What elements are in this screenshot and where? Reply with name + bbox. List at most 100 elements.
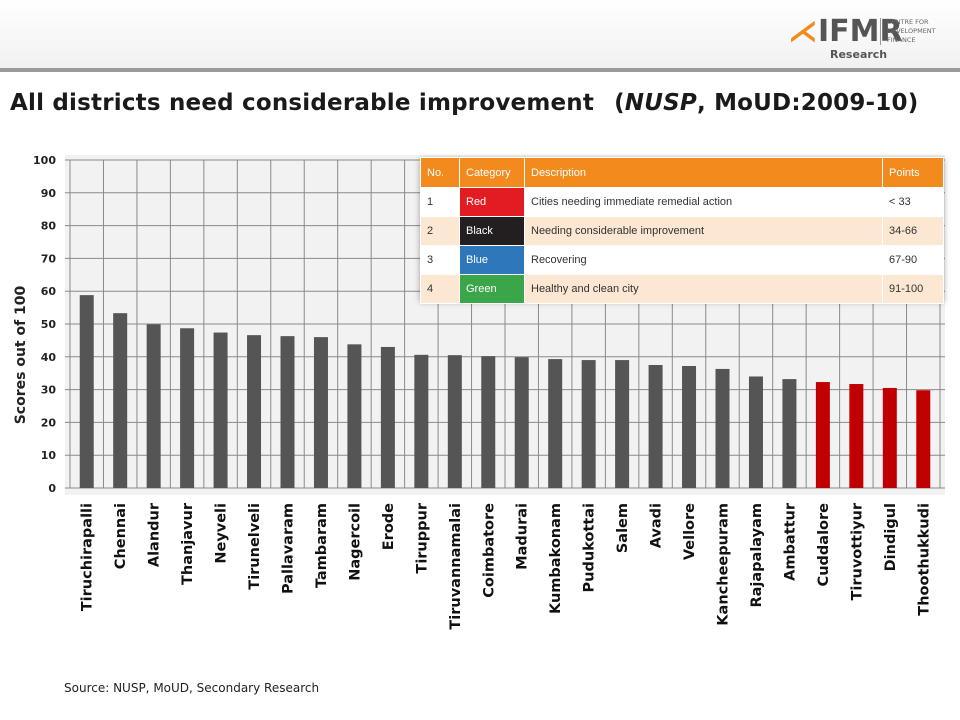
bar-tambaram — [313, 337, 328, 488]
bar-alandur — [146, 324, 161, 488]
x-tick-label: Tiruvottiyur — [849, 502, 865, 600]
y-tick-label: 100 — [33, 154, 56, 167]
bar-vellore — [682, 365, 697, 488]
category-legend-table: No. Category Description Points 1 Red Citi… — [420, 157, 944, 304]
legend-header-category: Category — [459, 157, 525, 188]
bar-erode — [380, 346, 395, 488]
legend-category: Blue — [459, 245, 525, 275]
page-title: All districts need considerable improvem… — [10, 90, 918, 116]
bar-coimbatore — [481, 356, 496, 488]
legend-row: 1 Red Cities needing immediate remedial ac… — [420, 187, 944, 217]
title-nusp: NUSP — [624, 90, 697, 116]
logo-centre-text: CENTRE FOR DEVELOPMENT FINANCE — [880, 18, 948, 45]
x-tick-label: Thanjavur — [180, 502, 196, 585]
x-tick-label: Nagercoil — [347, 503, 363, 581]
x-tick-label: Ambattur — [782, 502, 798, 581]
x-tick-label: Erode — [381, 503, 397, 550]
x-tick-label: Neyveli — [214, 503, 230, 564]
legend-no: 2 — [420, 216, 460, 246]
bar-rajapalayam — [748, 376, 763, 488]
legend-no: 4 — [420, 274, 460, 304]
bar-pallavaram — [280, 336, 295, 488]
source-note: Source: NUSP, MoUD, Secondary Research — [64, 681, 320, 695]
legend-row: 3 Blue Recovering 67-90 — [420, 245, 944, 275]
bar-ambattur — [782, 379, 797, 488]
bar-neyveli — [213, 332, 228, 488]
y-tick-label: 20 — [41, 416, 57, 429]
x-tick-label: Rajapalayam — [749, 503, 765, 608]
legend-category: Red — [459, 187, 525, 217]
bar-tiruchirapalli — [79, 295, 94, 488]
y-tick-label: 30 — [41, 384, 57, 397]
x-tick-label: Tiruvannamalai — [448, 503, 464, 630]
x-tick-label: Dindigul — [883, 503, 899, 571]
header-bar: ⋌IFMR Research CENTRE FOR DEVELOPMENT FI… — [0, 0, 960, 70]
bar-dindigul — [882, 387, 897, 488]
legend-header-description: Description — [524, 157, 883, 188]
bar-madurai — [514, 357, 529, 488]
legend-row: 4 Green Healthy and clean city 91-100 — [420, 274, 944, 304]
bar-thoothukkudi — [916, 390, 931, 488]
legend-description: Cities needing immediate remedial action — [524, 187, 883, 217]
y-tick-label: 80 — [41, 220, 57, 233]
header-divider — [0, 68, 960, 72]
title-paren-open: ( — [614, 90, 625, 116]
bar-cuddalore — [815, 382, 830, 488]
x-tick-label: Alandur — [147, 502, 163, 567]
logo-text: IFMR — [818, 14, 903, 49]
x-tick-label: Coimbatore — [481, 503, 497, 598]
x-axis-labels: Tiruchirapalli Chennai Alandur Thanjavur Ney… — [80, 502, 933, 629]
legend-description: Healthy and clean city — [524, 274, 883, 304]
bar-tiruvannamalai — [447, 355, 462, 488]
bar-tiruppur — [414, 354, 429, 488]
legend-points: 91-100 — [882, 274, 944, 304]
x-tick-label: Thoothukkudi — [916, 503, 932, 616]
x-tick-label: Avadi — [649, 503, 665, 548]
bar-nagercoil — [347, 344, 362, 488]
x-tick-label: Kumbakonam — [548, 503, 564, 614]
bar-tirunelveli — [247, 335, 262, 488]
x-tick-label: Tambaram — [314, 503, 330, 588]
legend-description: Needing considerable improvement — [524, 216, 883, 246]
x-tick-label: Tiruchirapalli — [80, 503, 96, 611]
x-tick-label: Chennai — [113, 503, 129, 569]
legend-row: 2 Black Needing considerable improvement 34… — [420, 216, 944, 246]
y-tick-label: 60 — [41, 285, 57, 298]
bar-chennai — [113, 313, 128, 488]
x-tick-label: Pudukottai — [582, 503, 598, 593]
bar-avadi — [648, 365, 663, 488]
bar-tiruvottiyur — [849, 384, 864, 488]
bar-salem — [615, 360, 630, 488]
x-tick-label: Kancheepuram — [716, 503, 732, 626]
x-tick-label: Madurai — [515, 503, 531, 570]
y-axis-label: Scores out of 100 — [13, 285, 29, 424]
y-tick-label: 70 — [41, 252, 57, 265]
y-tick-label: 40 — [41, 351, 57, 364]
x-tick-label: Tirunelveli — [247, 503, 263, 590]
logo-mark: ⋌IFMR — [788, 14, 903, 49]
x-tick-label: Salem — [615, 503, 631, 553]
legend-category: Black — [459, 216, 525, 246]
x-tick-label: Tiruppur — [414, 502, 430, 573]
logo-sub: Research — [830, 48, 888, 61]
ifmr-logo: ⋌IFMR Research CENTRE FOR DEVELOPMENT FI… — [788, 14, 948, 62]
x-tick-label: Pallavaram — [281, 503, 297, 594]
chart-bars — [79, 295, 931, 488]
bar-kumbakonam — [548, 359, 563, 488]
y-tick-label: 90 — [41, 187, 57, 200]
y-tick-label: 10 — [41, 449, 57, 462]
y-tick-label: 50 — [41, 318, 57, 331]
legend-points: 34-66 — [882, 216, 944, 246]
legend-header-points: Points — [882, 157, 944, 188]
y-tick-label: 0 — [48, 482, 56, 495]
legend-no: 1 — [420, 187, 460, 217]
legend-header-no: No. — [420, 157, 460, 188]
legend-category: Green — [459, 274, 525, 304]
bar-chart: 0 10 20 30 40 50 60 70 80 90 100 Tiruchirapalli Che… — [13, 154, 945, 630]
bar-pudukottai — [581, 360, 596, 488]
legend-description: Recovering — [524, 245, 883, 275]
legend-points: < 33 — [882, 187, 944, 217]
x-tick-label: Cuddalore — [816, 503, 832, 587]
bar-kancheepuram — [715, 368, 730, 488]
legend-points: 67-90 — [882, 245, 944, 275]
